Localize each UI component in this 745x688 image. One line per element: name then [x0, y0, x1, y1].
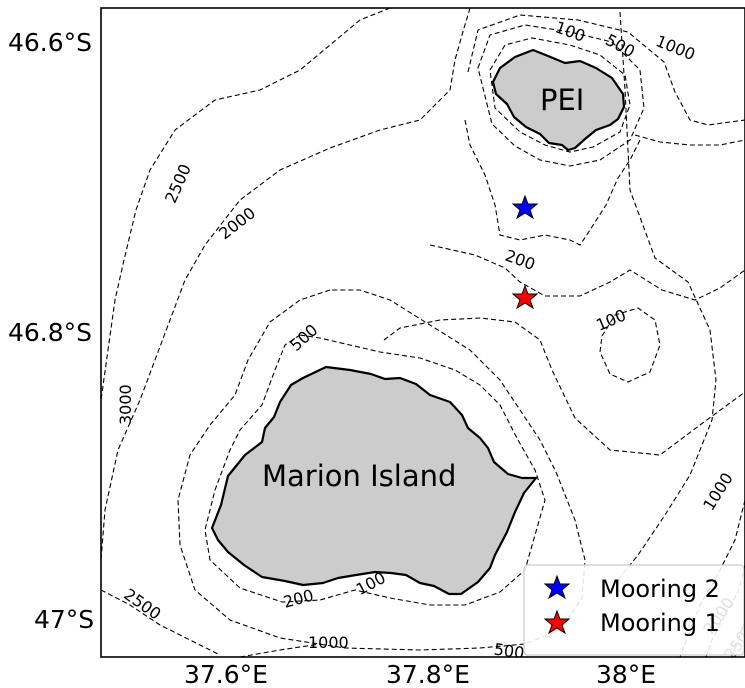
contour-line-marion-1000 [177, 289, 586, 651]
island-group: PEI Marion Island [210, 48, 626, 596]
marion-island-label: Marion Island [262, 459, 456, 493]
longitude-axis: 37.6°E 37.8°E 38°E [184, 660, 656, 688]
contour-line-east-100 [634, 134, 745, 146]
contour-label-500-southeast: 500 [493, 640, 526, 663]
contour-line-pei-500 [467, 14, 745, 126]
mooring-markers [511, 194, 539, 310]
legend-background [523, 564, 745, 656]
latitude-axis: 46.6°S 46.8°S 47°S [8, 28, 94, 634]
contour-line-south-1000 [239, 643, 321, 657]
legend-box: Mooring 2 Mooring 1 [523, 564, 745, 656]
contour-line-southwest-2500 [101, 589, 221, 656]
contour-line-east-500 [429, 244, 745, 301]
lon-tick-37-8: 37.8°E [386, 660, 470, 688]
legend-mooring-1-label: Mooring 1 [600, 609, 720, 637]
lat-tick-46-8: 46.8°S [8, 318, 92, 347]
legend-mooring-2-label: Mooring 2 [600, 575, 720, 603]
mooring-1-star-icon [511, 284, 539, 310]
contour-label-1000-south: 1000 [308, 633, 349, 652]
contour-line-marion-500 [204, 334, 546, 606]
contour-line-west-2000 [101, 8, 471, 561]
pei-label: PEI [540, 83, 584, 117]
map-frame [100, 7, 745, 658]
lat-tick-46-6: 46.6°S [8, 28, 92, 57]
contour-line-west-2500 [101, 8, 391, 401]
marion-island-shape [210, 365, 538, 596]
mooring-2-star-icon [511, 194, 539, 220]
pei-island-shape [491, 48, 626, 152]
legend-mooring-2-star-icon [543, 574, 571, 600]
lat-tick-47: 47°S [34, 605, 94, 634]
map-plot-area: 100 500 1000 2500 2000 200 500 100 3000 … [101, 8, 745, 663]
contour-line-east-1000 [609, 11, 717, 591]
contour-line-pei-100 [489, 37, 631, 153]
contour-line-channel-200 [464, 119, 641, 246]
contour-line-east-100-loop [599, 307, 661, 383]
contour-label-3000-edge: 3000 [116, 384, 135, 425]
legend-mooring-1-star-icon [543, 609, 571, 635]
lon-tick-37-6: 37.6°E [184, 660, 268, 688]
lon-tick-38: 38°E [596, 660, 656, 688]
contour-line-pei-200 [477, 24, 645, 167]
